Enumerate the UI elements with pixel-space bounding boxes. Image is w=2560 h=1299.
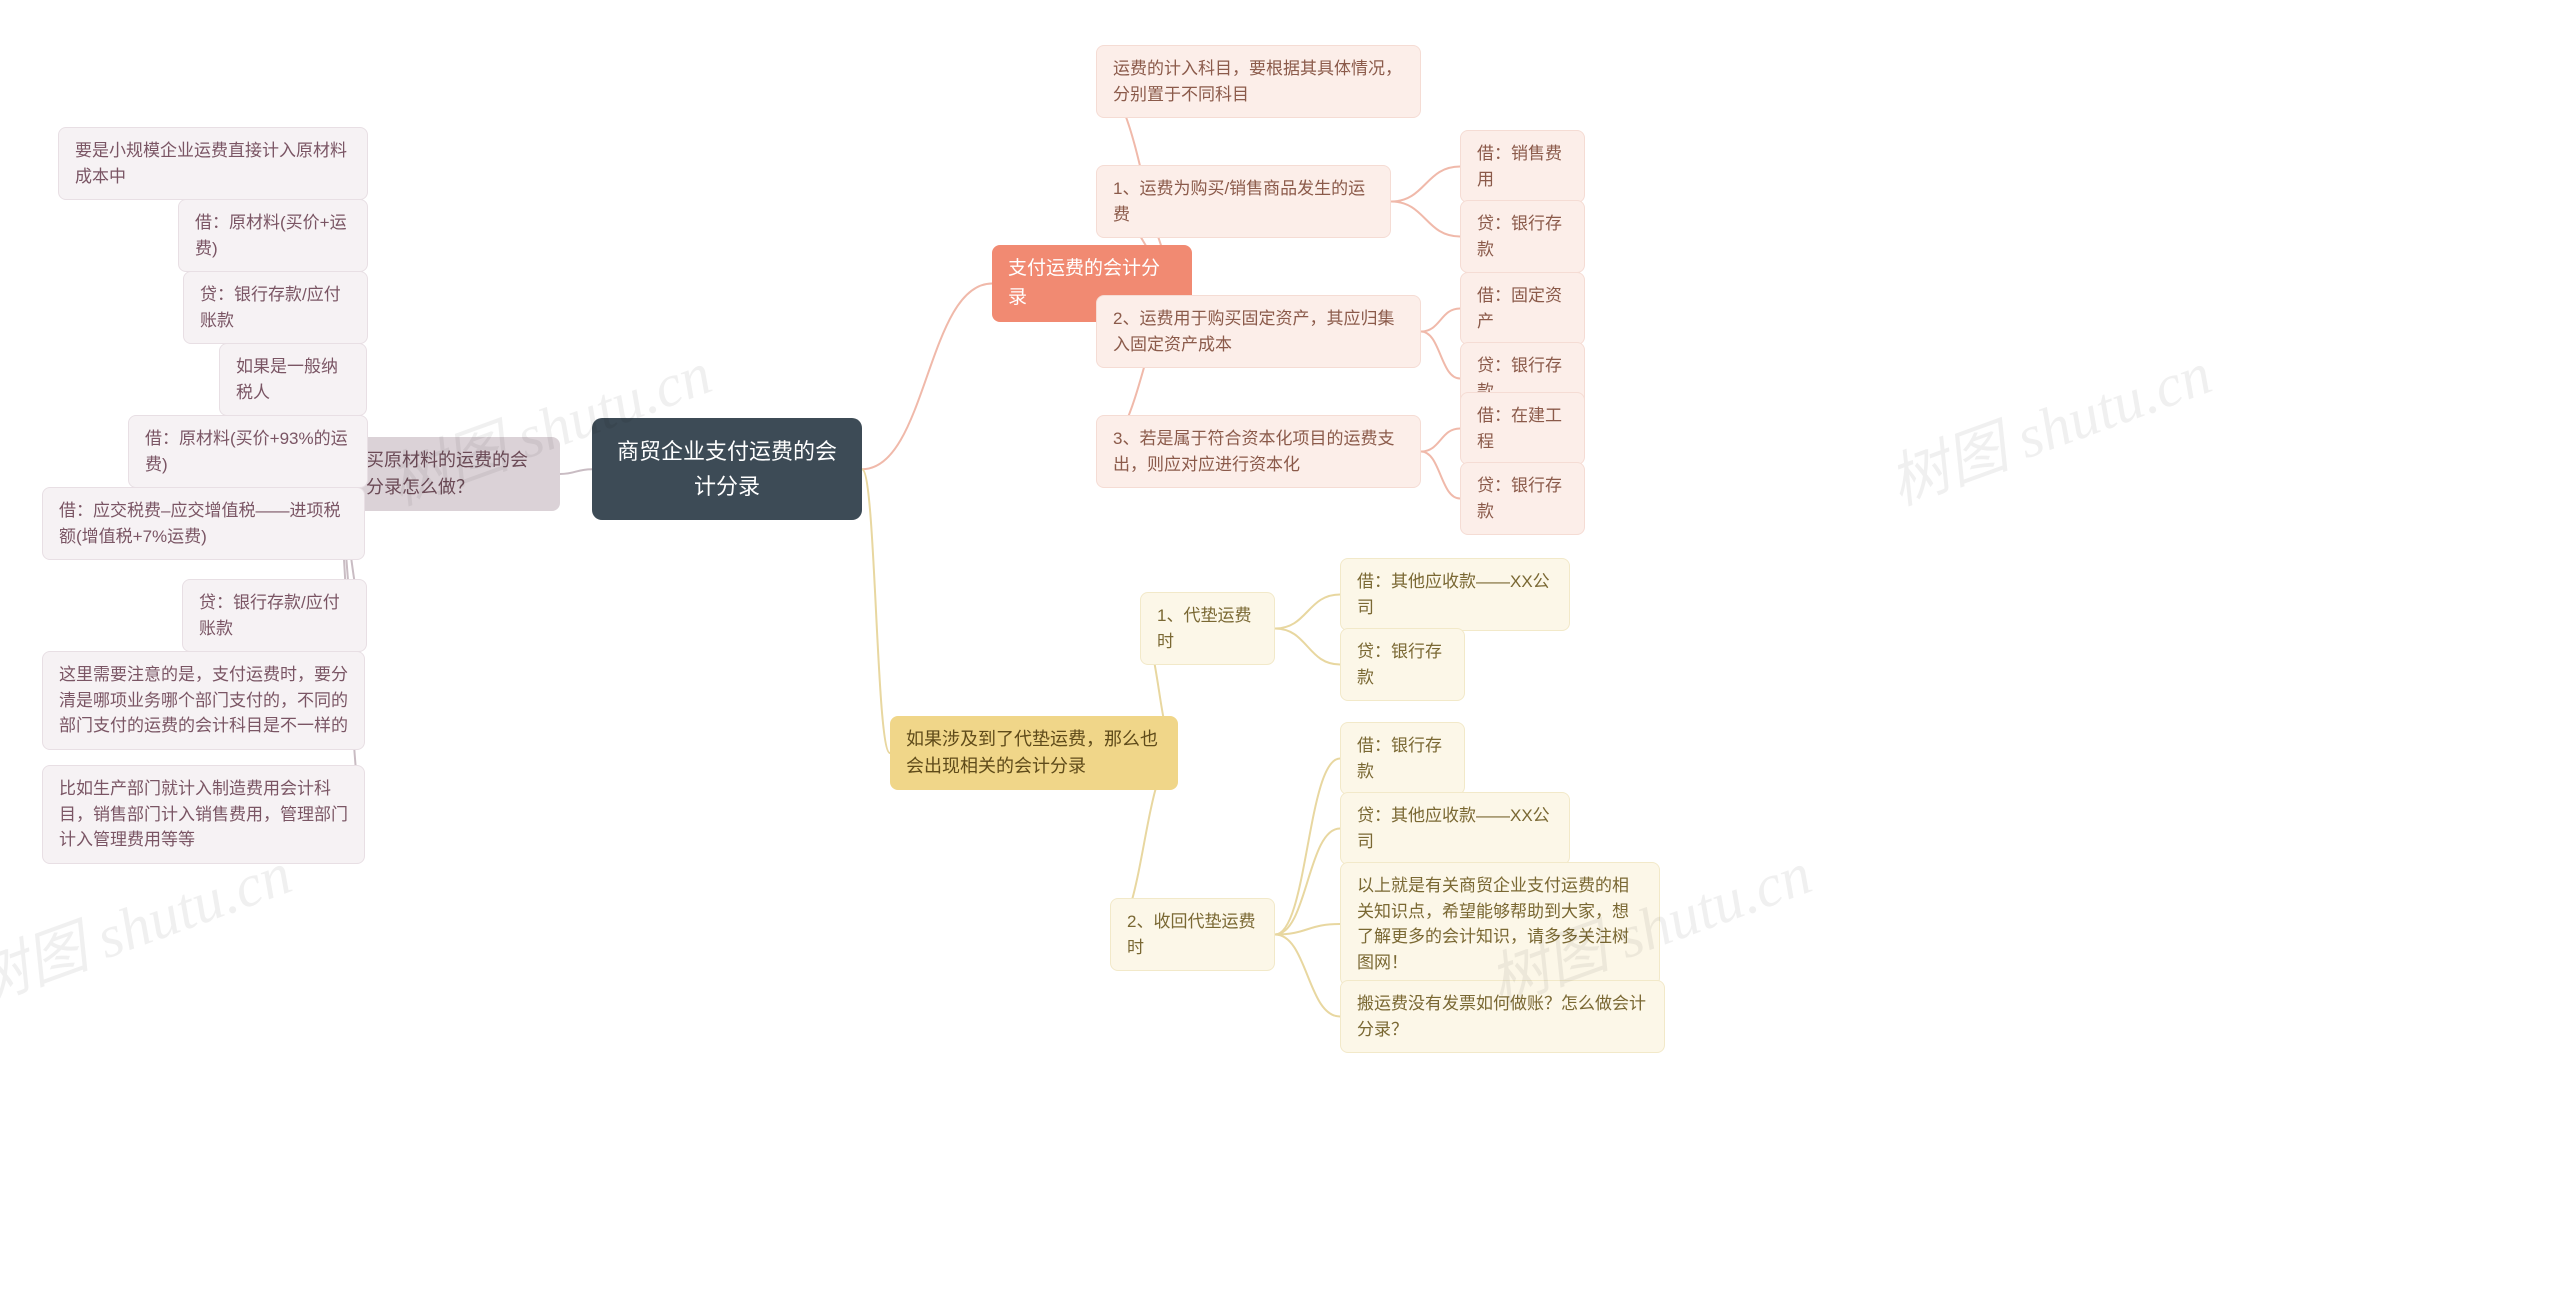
left-leaf: 借：应交税费–应交增值税——进项税额(增值税+7%运费) (42, 487, 365, 560)
r1-child: 3、若是属于符合资本化项目的运费支出，则应对应进行资本化 (1096, 415, 1421, 488)
root-text: 商贸企业支付运费的会计分录 (617, 439, 837, 499)
r1-leaf: 贷：银行存款 (1460, 462, 1585, 535)
left-leaf: 贷：银行存款/应付账款 (182, 579, 367, 652)
right-branch2-text: 如果涉及到了代垫运费，那么也会出现相关的会计分录 (906, 729, 1158, 776)
r2-child: 2、收回代垫运费时 (1110, 898, 1275, 971)
r1-child: 2、运费用于购买固定资产，其应归集入固定资产成本 (1096, 295, 1421, 368)
r1-leaf: 借：在建工程 (1460, 392, 1585, 465)
left-leaf: 贷：银行存款/应付账款 (183, 271, 368, 344)
r1-leaf: 借：固定资产 (1460, 272, 1585, 345)
r1-leaf: 借：销售费用 (1460, 130, 1585, 203)
r1-child: 1、运费为购买/销售商品发生的运费 (1096, 165, 1391, 238)
left-leaf: 借：原材料(买价+93%的运费) (128, 415, 368, 488)
right-branch2-node: 如果涉及到了代垫运费，那么也会出现相关的会计分录 (890, 716, 1178, 790)
left-leaf: 借：原材料(买价+运费) (178, 199, 368, 272)
r2-leaf: 搬运费没有发票如何做账？怎么做会计分录？ (1340, 980, 1665, 1053)
left-leaf: 如果是一般纳税人 (219, 343, 367, 416)
r1-child: 运费的计入科目，要根据其具体情况，分别置于不同科目 (1096, 45, 1421, 118)
left-branch-text: 购买原材料的运费的会计分录怎么做？ (348, 450, 528, 497)
left-leaf: 要是小规模企业运费直接计入原材料成本中 (58, 127, 368, 200)
root-node: 商贸企业支付运费的会计分录 (592, 418, 862, 520)
left-leaf: 比如生产部门就计入制造费用会计科目，销售部门计入销售费用，管理部门计入管理费用等… (42, 765, 365, 864)
r1-leaf: 贷：银行存款 (1460, 200, 1585, 273)
r2-leaf: 借：其他应收款——XX公司 (1340, 558, 1570, 631)
r2-leaf: 以上就是有关商贸企业支付运费的相关知识点，希望能够帮助到大家，想了解更多的会计知… (1340, 862, 1660, 986)
r2-leaf: 贷：银行存款 (1340, 628, 1465, 701)
left-leaf: 这里需要注意的是，支付运费时，要分清是哪项业务哪个部门支付的，不同的部门支付的运… (42, 651, 365, 750)
watermark: 树图 shutu.cn (1875, 325, 2221, 522)
r2-leaf: 贷：其他应收款——XX公司 (1340, 792, 1570, 865)
r2-child: 1、代垫运费时 (1140, 592, 1275, 665)
r2-leaf: 借：银行存款 (1340, 722, 1465, 795)
